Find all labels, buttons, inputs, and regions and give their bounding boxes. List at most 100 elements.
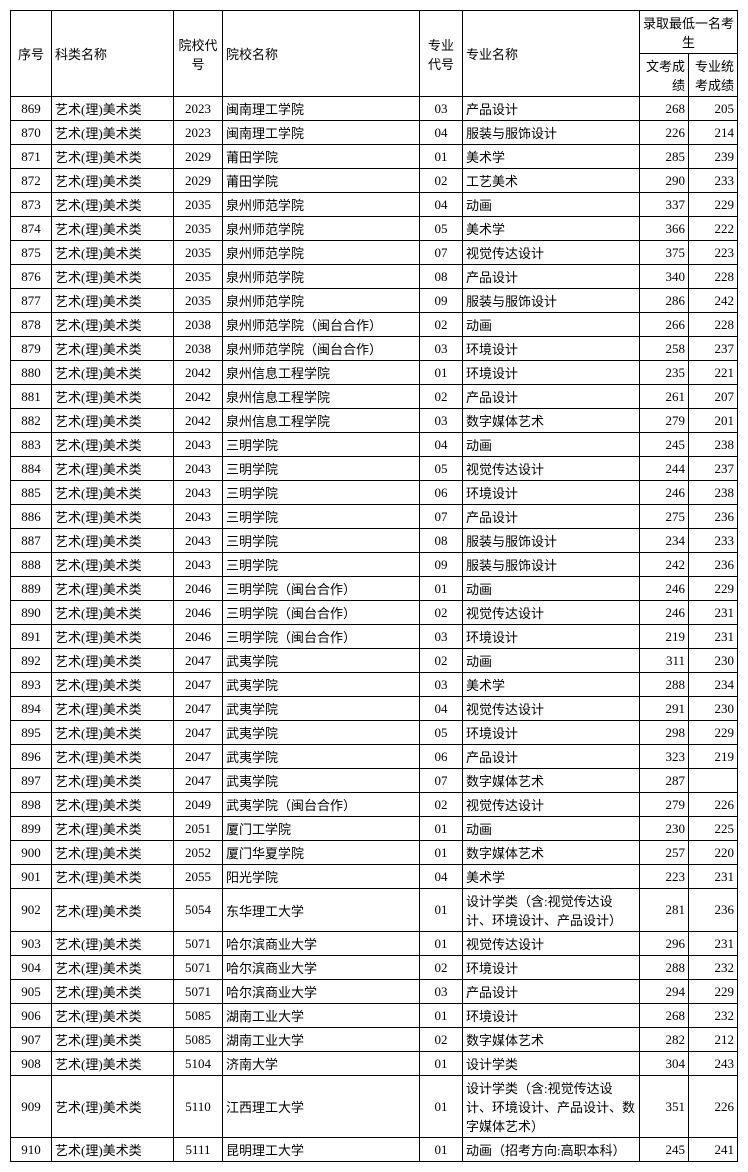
table-row: 875艺术(理)美术类2035泉州师范学院07视觉传达设计375223 [11, 241, 738, 265]
cell-score2: 205 [689, 97, 738, 121]
cell-school-code: 2046 [174, 601, 223, 625]
cell-school-name: 泉州师范学院 [223, 265, 420, 289]
table-row: 880艺术(理)美术类2042泉州信息工程学院01环境设计235221 [11, 361, 738, 385]
cell-seq: 886 [11, 505, 52, 529]
cell-score2: 207 [689, 385, 738, 409]
cell-major-code: 09 [420, 289, 463, 313]
cell-school-code: 2042 [174, 409, 223, 433]
cell-school-name: 东华理工大学 [223, 889, 420, 932]
table-row: 905艺术(理)美术类5071哈尔滨商业大学03产品设计294229 [11, 980, 738, 1004]
cell-category: 艺术(理)美术类 [52, 841, 174, 865]
cell-major-code: 06 [420, 745, 463, 769]
cell-category: 艺术(理)美术类 [52, 121, 174, 145]
cell-major-code: 01 [420, 577, 463, 601]
cell-school-code: 2035 [174, 289, 223, 313]
cell-major-code: 03 [420, 625, 463, 649]
cell-score1: 294 [640, 980, 689, 1004]
cell-major-code: 04 [420, 121, 463, 145]
cell-score2: 236 [689, 553, 738, 577]
cell-seq: 882 [11, 409, 52, 433]
table-header: 序号 科类名称 院校代号 院校名称 专业代号 专业名称 录取最低一名考生 文考成… [11, 11, 738, 97]
table-row: 890艺术(理)美术类2046三明学院（闽台合作）02视觉传达设计246231 [11, 601, 738, 625]
cell-score1: 375 [640, 241, 689, 265]
cell-major-name: 美术学 [463, 865, 640, 889]
cell-score1: 281 [640, 889, 689, 932]
cell-school-code: 2043 [174, 481, 223, 505]
cell-seq: 888 [11, 553, 52, 577]
cell-score1: 235 [640, 361, 689, 385]
cell-category: 艺术(理)美术类 [52, 553, 174, 577]
cell-school-name: 哈尔滨商业大学 [223, 956, 420, 980]
cell-score2: 212 [689, 1028, 738, 1052]
cell-score1: 288 [640, 956, 689, 980]
cell-school-code: 5111 [174, 1138, 223, 1162]
cell-seq: 893 [11, 673, 52, 697]
cell-seq: 877 [11, 289, 52, 313]
cell-school-name: 济南大学 [223, 1052, 420, 1076]
cell-score1: 268 [640, 97, 689, 121]
cell-category: 艺术(理)美术类 [52, 577, 174, 601]
cell-school-name: 三明学院（闽台合作） [223, 577, 420, 601]
cell-score2: 229 [689, 721, 738, 745]
cell-seq: 909 [11, 1076, 52, 1138]
cell-score2: 226 [689, 1076, 738, 1138]
table-row: 879艺术(理)美术类2038泉州师范学院（闽台合作）03环境设计258237 [11, 337, 738, 361]
cell-school-name: 泉州师范学院 [223, 241, 420, 265]
cell-seq: 887 [11, 529, 52, 553]
admission-table: 序号 科类名称 院校代号 院校名称 专业代号 专业名称 录取最低一名考生 文考成… [10, 10, 738, 1162]
cell-school-code: 2035 [174, 241, 223, 265]
cell-score2 [689, 769, 738, 793]
cell-category: 艺术(理)美术类 [52, 361, 174, 385]
cell-category: 艺术(理)美术类 [52, 697, 174, 721]
cell-school-code: 2029 [174, 145, 223, 169]
cell-school-code: 2035 [174, 193, 223, 217]
cell-score1: 246 [640, 601, 689, 625]
cell-seq: 875 [11, 241, 52, 265]
table-row: 884艺术(理)美术类2043三明学院05视觉传达设计244237 [11, 457, 738, 481]
cell-score1: 279 [640, 793, 689, 817]
cell-school-code: 2043 [174, 457, 223, 481]
cell-category: 艺术(理)美术类 [52, 1076, 174, 1138]
cell-seq: 892 [11, 649, 52, 673]
cell-major-code: 07 [420, 241, 463, 265]
cell-score2: 222 [689, 217, 738, 241]
table-row: 874艺术(理)美术类2035泉州师范学院05美术学366222 [11, 217, 738, 241]
cell-major-name: 数字媒体艺术 [463, 1028, 640, 1052]
cell-category: 艺术(理)美术类 [52, 97, 174, 121]
cell-score1: 286 [640, 289, 689, 313]
cell-major-name: 产品设计 [463, 385, 640, 409]
cell-major-name: 动画 [463, 193, 640, 217]
cell-seq: 906 [11, 1004, 52, 1028]
cell-score2: 242 [689, 289, 738, 313]
cell-school-code: 2035 [174, 265, 223, 289]
cell-score1: 288 [640, 673, 689, 697]
cell-school-name: 武夷学院 [223, 697, 420, 721]
cell-school-name: 闽南理工学院 [223, 97, 420, 121]
table-row: 869艺术(理)美术类2023闽南理工学院03产品设计268205 [11, 97, 738, 121]
cell-category: 艺术(理)美术类 [52, 457, 174, 481]
cell-seq: 881 [11, 385, 52, 409]
cell-school-name: 湖南工业大学 [223, 1004, 420, 1028]
cell-seq: 899 [11, 817, 52, 841]
cell-major-code: 08 [420, 265, 463, 289]
cell-major-name: 动画 [463, 433, 640, 457]
cell-school-code: 2043 [174, 433, 223, 457]
cell-major-name: 产品设计 [463, 745, 640, 769]
cell-seq: 904 [11, 956, 52, 980]
cell-score2: 231 [689, 625, 738, 649]
cell-seq: 870 [11, 121, 52, 145]
cell-school-code: 2047 [174, 649, 223, 673]
cell-category: 艺术(理)美术类 [52, 337, 174, 361]
cell-category: 艺术(理)美术类 [52, 145, 174, 169]
cell-school-code: 5085 [174, 1004, 223, 1028]
cell-major-code: 03 [420, 409, 463, 433]
cell-major-code: 01 [420, 817, 463, 841]
table-row: 878艺术(理)美术类2038泉州师范学院（闽台合作）02动画266228 [11, 313, 738, 337]
cell-category: 艺术(理)美术类 [52, 865, 174, 889]
cell-score2: 219 [689, 745, 738, 769]
cell-seq: 905 [11, 980, 52, 1004]
cell-school-code: 2035 [174, 217, 223, 241]
cell-major-code: 05 [420, 721, 463, 745]
cell-major-name: 环境设计 [463, 481, 640, 505]
cell-score1: 244 [640, 457, 689, 481]
